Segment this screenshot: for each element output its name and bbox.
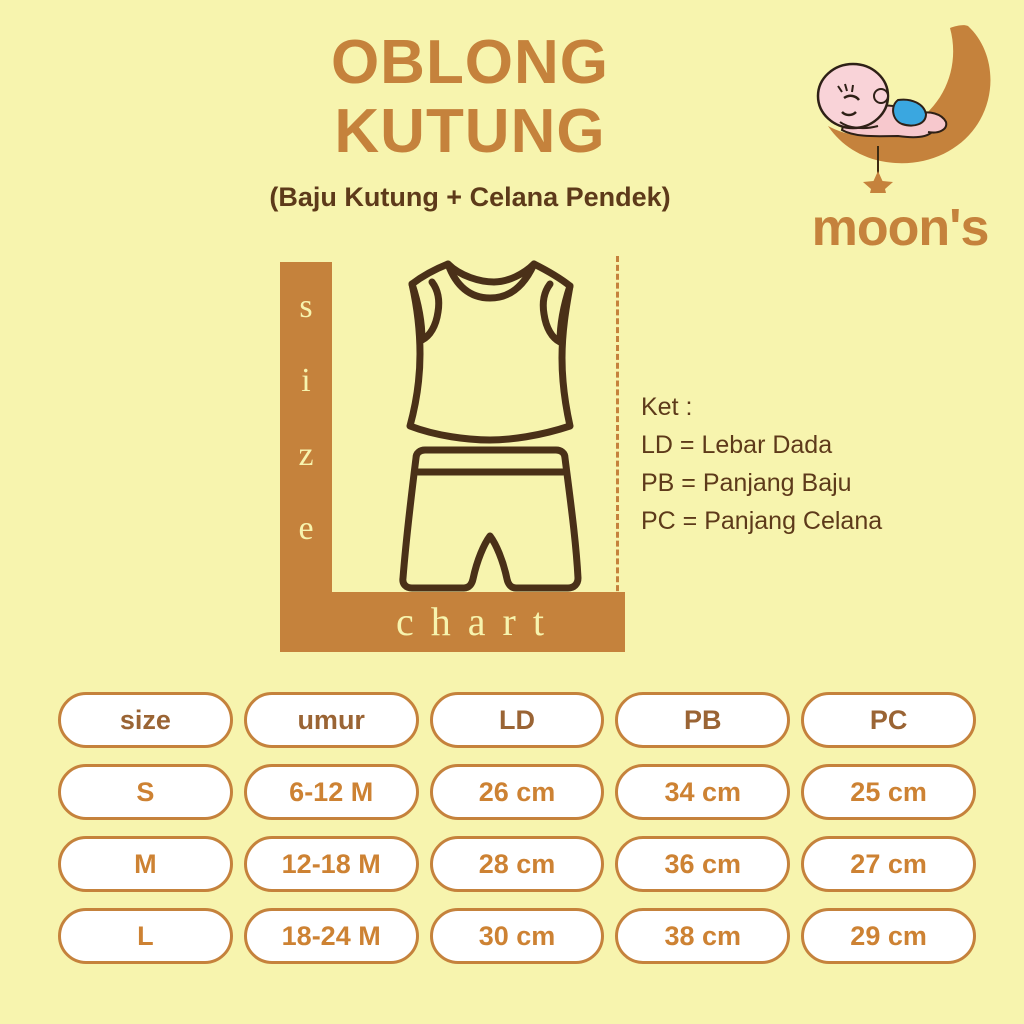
title-block: OBLONG KUTUNG (Baju Kutung + Celana Pend… [160,28,780,213]
table-header-row: size umur LD PB PC [58,692,976,748]
brand-wordmark: moon's [811,199,990,257]
cell-pc-m: 27 cm [801,836,976,892]
size-letter-e: e [298,510,314,547]
page-title-line-2: KUTUNG [334,96,606,166]
garment-illustration [399,260,582,592]
cell-umur-l: 18-24 M [243,908,419,964]
shorts-icon [399,446,582,592]
cell-pb-l: 38 cm [615,908,791,964]
legend-item-pb: PB = Panjang Baju [641,469,852,497]
column-header-ld: LD [429,692,605,748]
cell-size-l: L [58,908,233,964]
dashed-divider [616,256,619,600]
table-row: L 18-24 M 30 cm 38 cm 29 cm [58,908,976,964]
cell-ld-s: 26 cm [429,764,605,820]
size-letter-s: s [299,288,313,325]
column-header-size: size [58,692,233,748]
size-chart-word-size: s i z e [280,290,332,586]
brand-logo: moon's [780,18,1020,263]
page-subtitle: (Baju Kutung + Celana Pendek) [269,181,671,212]
cell-pb-s: 34 cm [615,764,791,820]
legend-item-pc: PC = Panjang Celana [641,507,883,535]
table-row: S 6-12 M 26 cm 34 cm 25 cm [58,764,976,820]
cell-umur-s: 6-12 M [243,764,419,820]
legend-item-ld: LD = Lebar Dada [641,431,833,459]
cell-pb-m: 36 cm [615,836,791,892]
column-header-umur: umur [243,692,419,748]
cell-ld-m: 28 cm [429,836,605,892]
sleeping-baby-moon-icon [816,25,991,193]
cell-ld-l: 30 cm [429,908,605,964]
cell-size-s: S [58,764,233,820]
cell-size-m: M [58,836,233,892]
legend: Ket : LD = Lebar Dada PB = Panjang Baju … [641,388,882,540]
size-chart-word-chart: chart [396,599,561,644]
column-header-pc: PC [801,692,976,748]
size-table: size umur LD PB PC S 6-12 M 26 cm 34 cm … [58,692,976,980]
cell-umur-m: 12-18 M [243,836,419,892]
size-letter-z: z [298,436,314,473]
page-title-line-1: OBLONG [330,28,610,97]
column-header-pb: PB [615,692,791,748]
legend-heading: Ket : [641,393,693,421]
cell-pc-l: 29 cm [801,908,976,964]
size-chart-horizontal-bar [280,592,625,652]
size-letter-i: i [301,362,311,399]
table-row: M 12-18 M 28 cm 36 cm 27 cm [58,836,976,892]
sleeveless-shirt-icon [406,260,574,444]
cell-pc-s: 25 cm [801,764,976,820]
size-chart-vertical-bar [280,262,332,592]
